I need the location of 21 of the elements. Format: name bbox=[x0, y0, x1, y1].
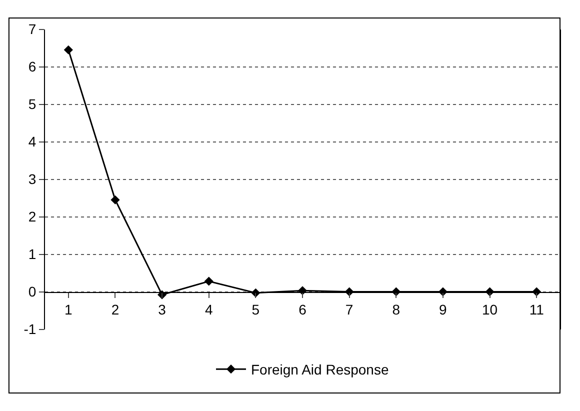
y-tick-label: 2 bbox=[28, 208, 36, 225]
x-tick-label: 6 bbox=[298, 302, 307, 318]
y-tick-label: 4 bbox=[28, 134, 36, 150]
x-tick-label: 1 bbox=[64, 302, 73, 318]
legend-label: Foreign Aid Response bbox=[251, 362, 389, 378]
x-tick-label: 8 bbox=[392, 302, 400, 318]
x-tick-label: 10 bbox=[482, 302, 498, 318]
y-tick-label: 5 bbox=[28, 96, 36, 112]
x-tick-label: 3 bbox=[158, 302, 166, 318]
x-tick-label: 9 bbox=[439, 302, 448, 318]
y-tick-label: 3 bbox=[28, 171, 36, 188]
x-tick-label: 2 bbox=[111, 302, 120, 318]
y-tick-label: 1 bbox=[28, 246, 36, 262]
x-tick-label: 4 bbox=[204, 302, 213, 318]
x-tick-label: 11 bbox=[529, 302, 544, 318]
y-tick-label: 6 bbox=[28, 58, 36, 75]
x-tick-label: 5 bbox=[252, 302, 260, 318]
y-tick-label: 7 bbox=[28, 21, 36, 38]
x-tick-label: 7 bbox=[345, 302, 354, 318]
y-tick-label: 0 bbox=[28, 284, 36, 300]
y-tick-label: -1 bbox=[24, 321, 36, 338]
